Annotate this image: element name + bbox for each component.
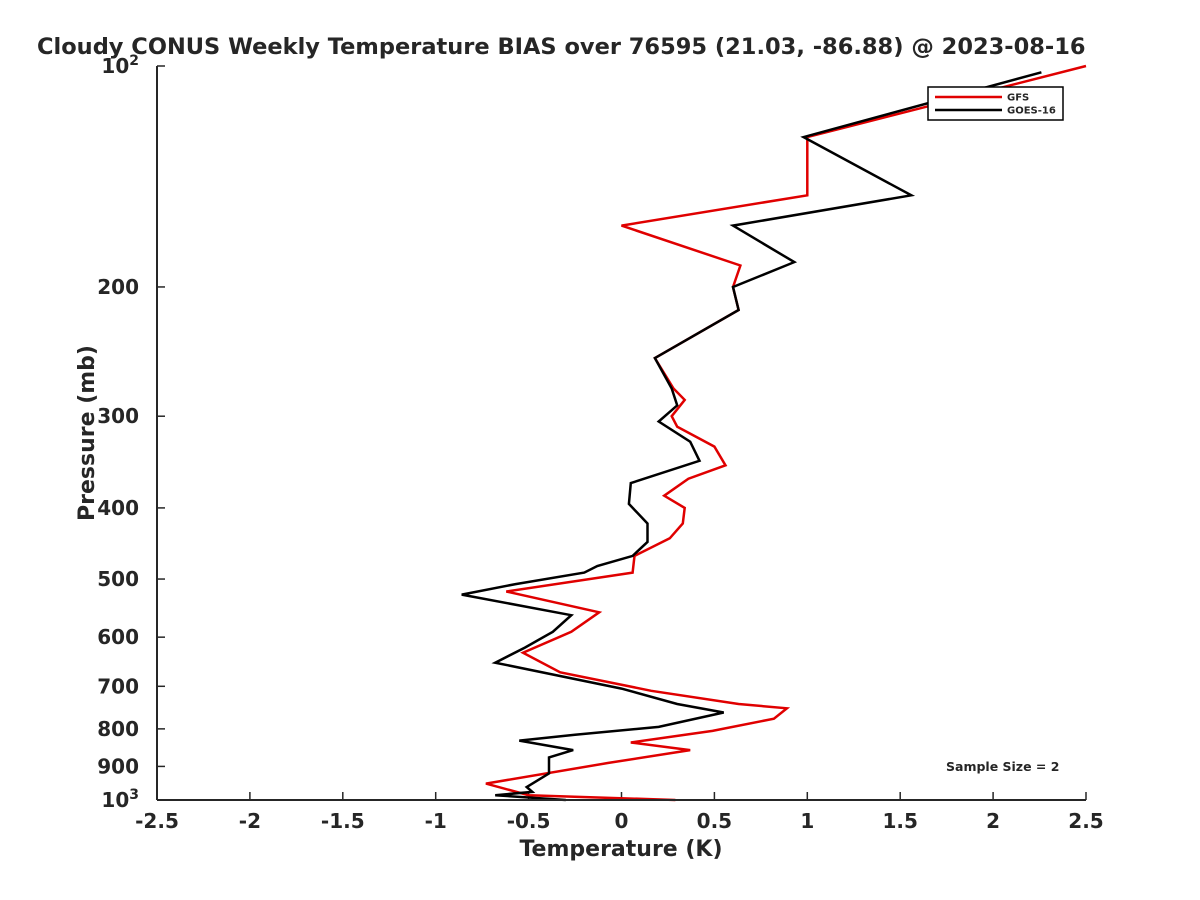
y-tick-label: 700 (97, 674, 139, 698)
y-tick-exponent: 2 (129, 53, 139, 69)
x-tick-label: 2.5 (1068, 809, 1103, 833)
y-tick-base: 10 (101, 54, 129, 78)
y-tick-label: 500 (97, 567, 139, 591)
y-tick-exponent: 3 (129, 787, 139, 803)
x-tick-label: 2 (986, 809, 1000, 833)
series-line-goes16 (461, 71, 1042, 802)
y-tick-label: 200 (97, 275, 139, 299)
series-line-gfs (485, 64, 1087, 802)
legend-label-gfs: GFS (1007, 93, 1029, 104)
legend-box (927, 86, 1064, 121)
y-tick-label: 600 (97, 625, 139, 649)
x-tick-label: 1 (800, 809, 814, 833)
y-tick-label: 103 (101, 787, 139, 812)
chart-title: Cloudy CONUS Weekly Temperature BIAS ove… (37, 34, 1086, 60)
legend-label-goes16: GOES-16 (1007, 106, 1056, 117)
x-tick-label: -0.5 (507, 809, 551, 833)
x-tick-label: -1 (425, 809, 447, 833)
legend: GFS GOES-16 (927, 86, 1064, 121)
x-tick-label: -2.5 (135, 809, 179, 833)
x-tick-label: 0.5 (697, 809, 732, 833)
x-tick-label: -1.5 (321, 809, 365, 833)
y-tick-label: 102 (101, 53, 139, 78)
x-tick-label: -2 (239, 809, 261, 833)
y-axis-label: Pressure (mb) (75, 345, 100, 521)
y-tick-label: 300 (97, 404, 139, 428)
ticks: -2.5 -2 -1.5 -1 -0.5 0 0.5 1 1.5 2 2.5102200300400… (97, 53, 1103, 833)
x-tick-label: 1.5 (882, 809, 917, 833)
y-tick-label: 400 (97, 496, 139, 520)
sample-size-annotation: Sample Size = 2 (946, 759, 1059, 774)
y-tick-base: 10 (101, 788, 129, 812)
plot-area (461, 64, 1087, 802)
y-tick-label: 900 (97, 754, 139, 778)
x-axis-label: Temperature (K) (519, 837, 722, 862)
x-tick-label: 0 (615, 809, 629, 833)
y-tick-label: 800 (97, 717, 139, 741)
